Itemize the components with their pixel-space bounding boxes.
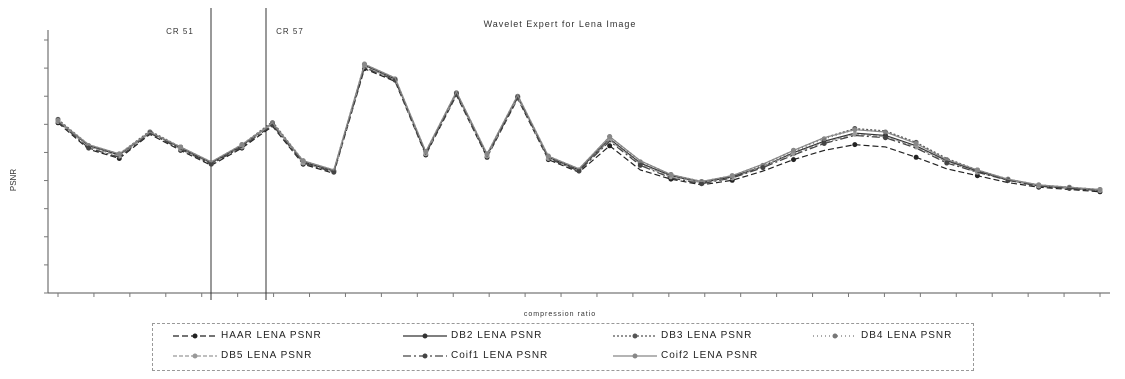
annotation-cr-57: CR 57	[276, 27, 304, 36]
data-point	[760, 165, 766, 171]
legend-label: Coif1 LENA PSNR	[451, 350, 549, 361]
data-point	[791, 157, 797, 163]
legend-label: DB4 LENA PSNR	[861, 330, 953, 341]
legend-item: DB3 LENA PSNR	[613, 330, 752, 341]
data-point	[607, 143, 613, 149]
data-point	[699, 181, 705, 187]
series-5	[57, 66, 1101, 192]
legend-item: HAAR LENA PSNR	[173, 330, 322, 341]
data-point	[791, 151, 797, 157]
data-point	[55, 118, 61, 123]
data-point	[913, 141, 919, 146]
data-point	[423, 149, 429, 155]
data-point	[821, 141, 827, 146]
data-point	[1036, 182, 1042, 188]
data-point	[974, 173, 980, 179]
series-layer	[55, 61, 1103, 195]
x-axis-label: compression ratio	[524, 311, 596, 318]
legend-label: Coif2 LENA PSNR	[661, 350, 759, 361]
data-point	[1097, 187, 1103, 192]
data-point	[882, 135, 888, 141]
data-point	[545, 153, 551, 159]
legend-item: Coif1 LENA PSNR	[403, 350, 548, 361]
data-point	[361, 61, 367, 67]
chart-title: Wavelet Expert for Lena Image	[484, 19, 637, 29]
legend-swatch	[613, 353, 657, 358]
annotation-cr-51: CR 51	[166, 27, 194, 36]
legend-swatch	[403, 353, 447, 358]
legend: HAAR LENA PSNR DB2 LENA PSNR DB3 LENA PSNR…	[152, 323, 974, 371]
data-point	[944, 160, 950, 166]
series-4	[55, 63, 1103, 194]
legend-label: DB5 LENA PSNR	[221, 350, 313, 361]
data-point	[331, 169, 337, 175]
legend-item: DB4 LENA PSNR	[813, 330, 952, 341]
data-point	[791, 147, 797, 153]
data-point	[668, 172, 674, 178]
legend-swatch	[813, 333, 857, 338]
axis-ticks	[44, 39, 1101, 297]
data-point	[300, 158, 306, 164]
data-point	[974, 167, 980, 173]
data-point	[86, 145, 92, 151]
legend-label: DB3 LENA PSNR	[661, 330, 753, 341]
legend-label: HAAR LENA PSNR	[221, 330, 322, 341]
legend-swatch	[613, 333, 657, 338]
legend-item: DB5 LENA PSNR	[173, 350, 312, 361]
legend-item: Coif2 LENA PSNR	[613, 350, 758, 361]
data-point	[607, 137, 613, 143]
data-point	[913, 154, 919, 160]
data-point	[147, 130, 153, 136]
data-point	[607, 134, 613, 140]
data-point	[852, 127, 858, 133]
series-6	[55, 61, 1103, 192]
legend-label: DB2 LENA PSNR	[451, 330, 543, 341]
data-point	[637, 162, 643, 168]
data-point	[178, 144, 184, 150]
legend-swatch	[403, 333, 447, 338]
data-point	[576, 168, 582, 174]
data-point	[729, 173, 735, 179]
legend-item: DB2 LENA PSNR	[403, 330, 542, 341]
legend-swatch	[173, 353, 217, 358]
y-axis-label: PSNR	[9, 169, 18, 191]
data-point	[116, 151, 122, 157]
data-point	[852, 142, 858, 148]
data-point	[208, 161, 214, 167]
data-point	[484, 151, 490, 157]
series-0	[55, 66, 1103, 195]
legend-swatch	[173, 333, 217, 338]
data-point	[239, 142, 245, 148]
series-line	[57, 63, 1101, 191]
